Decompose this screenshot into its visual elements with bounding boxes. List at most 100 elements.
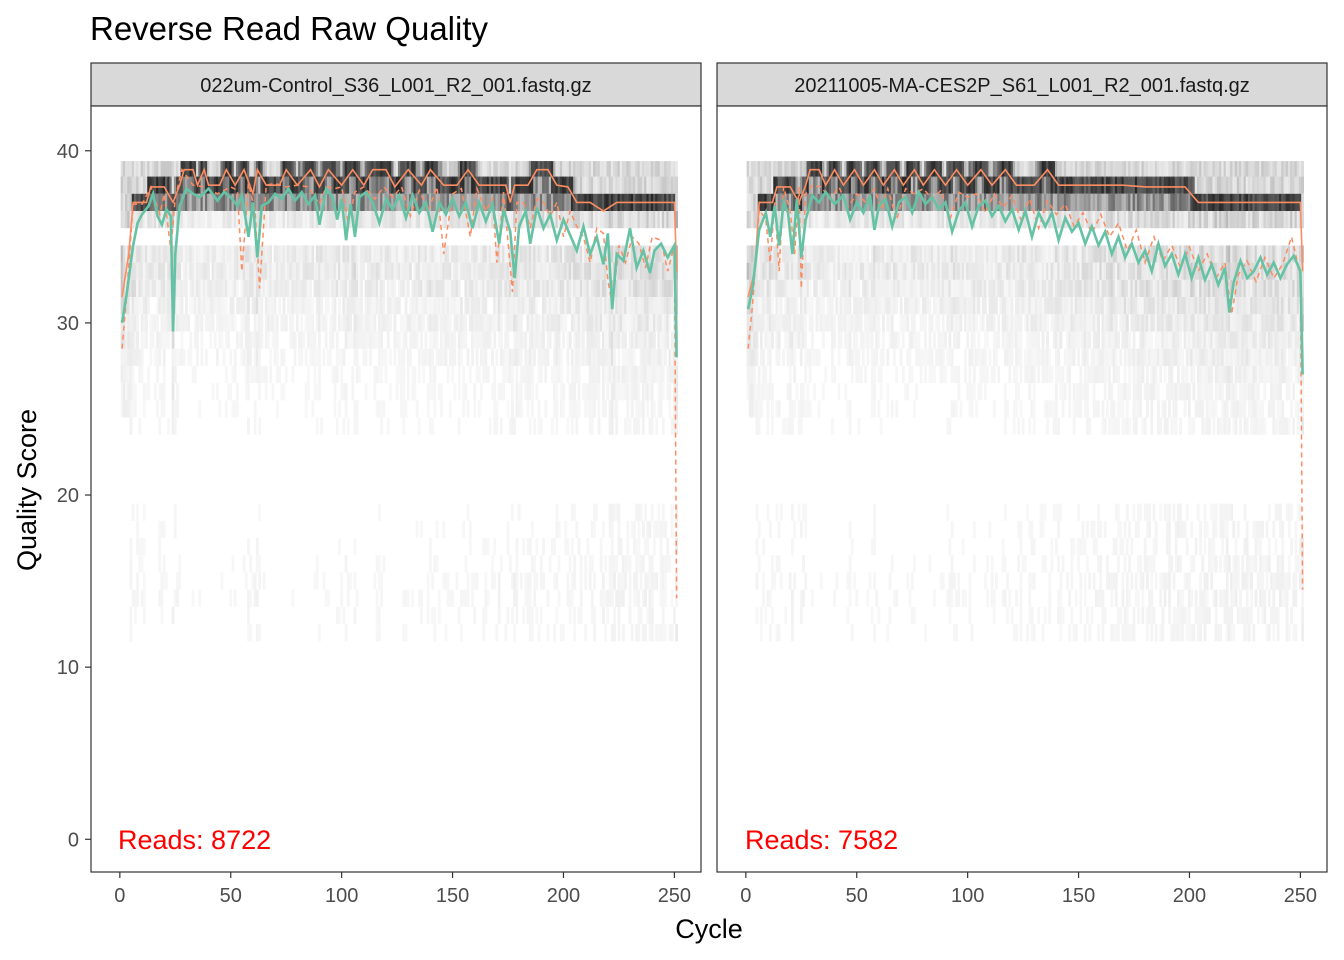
heatmap-cell bbox=[964, 349, 967, 366]
heatmap-cell bbox=[174, 521, 177, 538]
heatmap-cell bbox=[442, 521, 445, 538]
heatmap-cell bbox=[487, 538, 490, 555]
heatmap-cell bbox=[644, 624, 647, 641]
heatmap-cell bbox=[493, 366, 496, 383]
heatmap-cell bbox=[811, 332, 814, 349]
heatmap-cell bbox=[613, 349, 616, 366]
heatmap-cell bbox=[651, 555, 654, 572]
heatmap-cell bbox=[167, 418, 170, 435]
heatmap-cell bbox=[993, 607, 996, 624]
heatmap-cell bbox=[622, 590, 625, 607]
heatmap-cell bbox=[873, 504, 876, 521]
heatmap-cell bbox=[622, 624, 625, 641]
heatmap-cell bbox=[172, 607, 175, 624]
heatmap-cell bbox=[555, 607, 558, 624]
heatmap-cell bbox=[911, 572, 914, 589]
heatmap-cell bbox=[493, 572, 496, 589]
heatmap-cell bbox=[389, 383, 392, 400]
heatmap-cell bbox=[271, 383, 274, 400]
heatmap-cell bbox=[949, 418, 952, 435]
heatmap-cell bbox=[1031, 521, 1034, 538]
heatmap-cell bbox=[895, 366, 898, 383]
heatmap-cell bbox=[635, 572, 638, 589]
heatmap-cell bbox=[540, 418, 543, 435]
heatmap-cell bbox=[345, 624, 348, 641]
heatmap-cell bbox=[198, 400, 201, 417]
heatmap-cell bbox=[549, 332, 552, 349]
heatmap-cell bbox=[775, 504, 778, 521]
heatmap-cell bbox=[511, 607, 514, 624]
heatmap-cell bbox=[824, 366, 827, 383]
heatmap-cell bbox=[398, 332, 401, 349]
heatmap-cell bbox=[489, 332, 492, 349]
heatmap-cell bbox=[895, 590, 898, 607]
heatmap-cell bbox=[849, 418, 852, 435]
heatmap-cell bbox=[531, 400, 534, 417]
heatmap-cell bbox=[906, 314, 909, 331]
heatmap-cell bbox=[986, 555, 989, 572]
heatmap-cell bbox=[567, 366, 570, 383]
heatmap-cell bbox=[611, 538, 614, 555]
heatmap-cell bbox=[305, 349, 308, 366]
facet-panel-right: 20211005-MA-CES2P_S61_L001_R2_001.fastq.… bbox=[717, 63, 1327, 907]
heatmap-cell bbox=[143, 538, 146, 555]
heatmap-cell bbox=[962, 538, 965, 555]
heatmap-cell bbox=[762, 538, 765, 555]
x-tick-label: 200 bbox=[547, 885, 580, 907]
heatmap-cell bbox=[493, 332, 496, 349]
heatmap-cell bbox=[573, 383, 576, 400]
heatmap-cell bbox=[451, 590, 454, 607]
heatmap-cell bbox=[433, 624, 436, 641]
heatmap-cell bbox=[515, 366, 518, 383]
heatmap-cell bbox=[260, 332, 263, 349]
heatmap-cell bbox=[320, 418, 323, 435]
heatmap-cell bbox=[833, 366, 836, 383]
heatmap-cell bbox=[567, 572, 570, 589]
heatmap-cell bbox=[671, 590, 674, 607]
heatmap-cell bbox=[669, 314, 672, 331]
heatmap-cell bbox=[951, 590, 954, 607]
heatmap-cell bbox=[220, 332, 223, 349]
heatmap-cell bbox=[833, 590, 836, 607]
heatmap-cell bbox=[436, 555, 439, 572]
heatmap-cell bbox=[973, 332, 976, 349]
heatmap-cell bbox=[1006, 572, 1009, 589]
heatmap-cell bbox=[924, 314, 927, 331]
heatmap-cell bbox=[345, 555, 348, 572]
heatmap-cell bbox=[1004, 418, 1007, 435]
heatmap-cell bbox=[1028, 383, 1031, 400]
heatmap-cell bbox=[464, 383, 467, 400]
heatmap-cell bbox=[407, 366, 410, 383]
heatmap-cell bbox=[185, 297, 188, 314]
heatmap-cell bbox=[637, 538, 640, 555]
heatmap-cell bbox=[960, 314, 963, 331]
heatmap-cell bbox=[762, 349, 765, 366]
heatmap-cell bbox=[756, 538, 759, 555]
heatmap-cell bbox=[163, 521, 166, 538]
heatmap-cell bbox=[511, 504, 514, 521]
heatmap-cell bbox=[356, 400, 359, 417]
heatmap-cell bbox=[575, 521, 578, 538]
heatmap-cell bbox=[138, 418, 141, 435]
heatmap-cell bbox=[185, 280, 188, 297]
heatmap-cell bbox=[496, 418, 499, 435]
heatmap-cell bbox=[964, 590, 967, 607]
heatmap-cell bbox=[873, 383, 876, 400]
heatmap-cell bbox=[866, 590, 869, 607]
heatmap-cell bbox=[156, 400, 159, 417]
heatmap-cell bbox=[1019, 349, 1022, 366]
heatmap-cell bbox=[402, 349, 405, 366]
heatmap-cell bbox=[900, 297, 903, 314]
heatmap-cell bbox=[269, 349, 272, 366]
heatmap-cell bbox=[309, 280, 312, 297]
heatmap-cell bbox=[1019, 332, 1022, 349]
heatmap-cell bbox=[538, 400, 541, 417]
heatmap-cell bbox=[911, 366, 914, 383]
heatmap-cell bbox=[977, 297, 980, 314]
heatmap-cell bbox=[949, 538, 952, 555]
heatmap-cell bbox=[760, 624, 763, 641]
heatmap-cell bbox=[1015, 590, 1018, 607]
heatmap-cell bbox=[163, 383, 166, 400]
heatmap-cell bbox=[513, 418, 516, 435]
heatmap-cell bbox=[889, 572, 892, 589]
